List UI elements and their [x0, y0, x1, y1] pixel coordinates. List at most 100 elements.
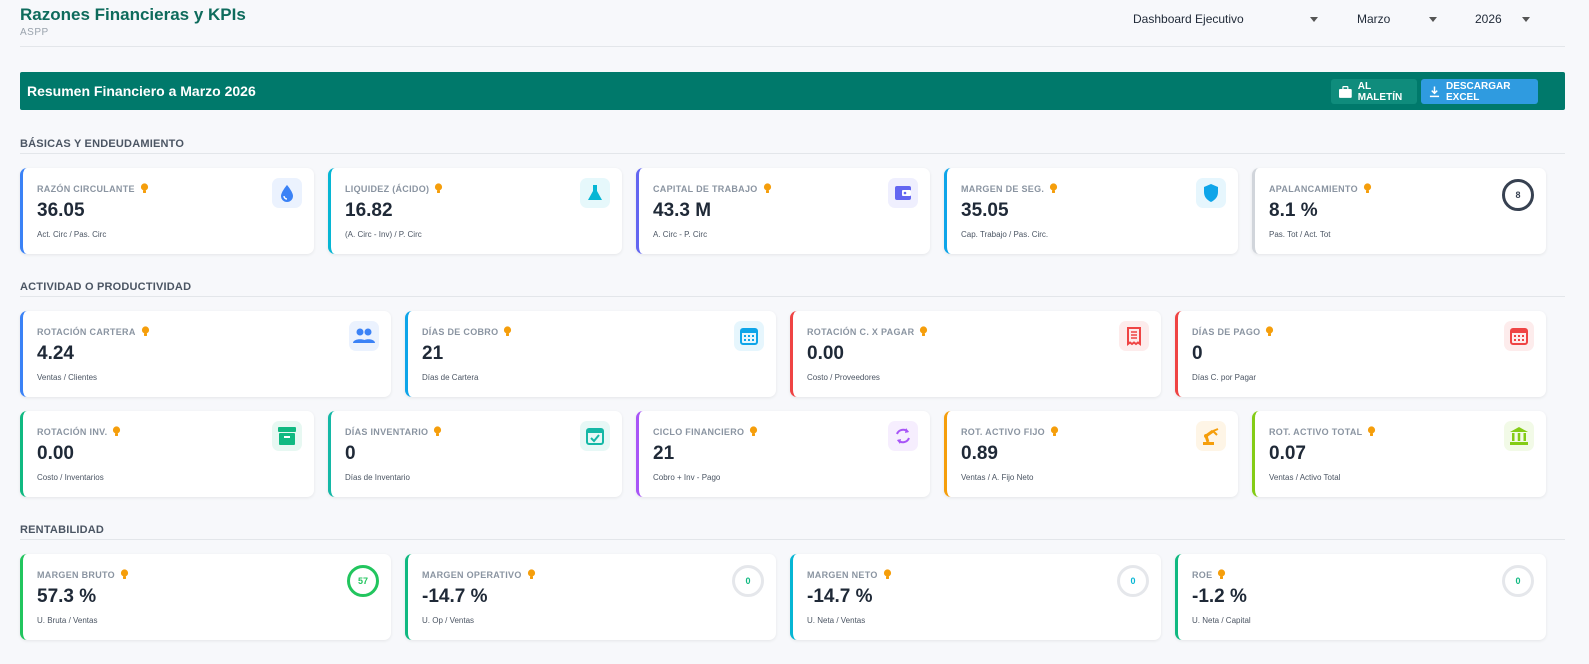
calendar-icon — [1504, 321, 1534, 351]
kpi-value: 35.05 — [961, 200, 1009, 221]
kpi-card[interactable]: DÍAS DE PAGO 0 Días C. por Pagar — [1175, 311, 1546, 397]
kpi-value: -14.7 % — [807, 586, 873, 607]
kpi-card[interactable]: CICLO FINANCIERO 21 Cobro + Inv - Pago — [636, 411, 930, 497]
kpi-label-text: MARGEN DE SEG. — [961, 183, 1045, 194]
sync-icon — [888, 421, 918, 451]
month-select-value: Marzo — [1357, 12, 1391, 26]
kpi-formula: Ventas / Activo Total — [1269, 473, 1341, 482]
kpi-label: ROTACIÓN C. X PAGAR — [807, 326, 928, 337]
kpi-card[interactable]: APALANCAMIENTO 8.1 % Pas. Tot / Act. Tot… — [1252, 168, 1546, 254]
kpi-label: MARGEN DE SEG. — [961, 183, 1058, 194]
progress-ring: 0 — [1117, 565, 1149, 597]
lightbulb-icon[interactable] — [883, 569, 892, 580]
progress-ring-value: 0 — [1515, 576, 1521, 586]
kpi-card[interactable]: MARGEN BRUTO 57.3 % U. Bruta / Ventas 57 — [20, 554, 391, 640]
kpi-label: CICLO FINANCIERO — [653, 426, 758, 437]
month-select[interactable]: Marzo — [1357, 12, 1437, 28]
lightbulb-icon[interactable] — [1050, 426, 1059, 437]
progress-ring-value: 0 — [1130, 576, 1136, 586]
kpi-label-text: CAPITAL DE TRABAJO — [653, 183, 758, 194]
kpi-card[interactable]: DÍAS DE COBRO 21 Días de Cartera — [405, 311, 776, 397]
year-select[interactable]: 2026 — [1475, 12, 1530, 28]
lightbulb-icon[interactable] — [433, 426, 442, 437]
kpi-value: 0.89 — [961, 443, 998, 464]
kpi-label-text: MARGEN OPERATIVO — [422, 569, 522, 580]
kpi-value: 8.1 % — [1269, 200, 1318, 221]
kpi-value: 21 — [422, 343, 444, 364]
kpi-label: RAZÓN CIRCULANTE — [37, 183, 149, 194]
lightbulb-icon[interactable] — [1363, 183, 1372, 194]
progress-ring: 57 — [347, 565, 379, 597]
summary-banner: Resumen Financiero a Marzo 2026 AL MALET… — [20, 72, 1565, 110]
descargar-excel-button[interactable]: DESCARGAR EXCEL — [1421, 79, 1538, 104]
lightbulb-icon[interactable] — [763, 183, 772, 194]
chevron-down-icon — [1310, 17, 1318, 22]
lightbulb-icon[interactable] — [1217, 569, 1226, 580]
kpi-card[interactable]: ROT. ACTIVO FIJO 0.89 Ventas / A. Fijo N… — [944, 411, 1238, 497]
lightbulb-icon[interactable] — [1367, 426, 1376, 437]
kpi-formula: Días de Cartera — [422, 373, 479, 382]
page-header: Razones Financieras y KPIs ASPP Dashboar… — [20, 0, 1565, 47]
kpi-value: 36.05 — [37, 200, 85, 221]
kpi-label-text: DÍAS DE PAGO — [1192, 326, 1261, 337]
kpi-value: 16.82 — [345, 200, 393, 221]
robot-arm-icon — [1196, 421, 1226, 451]
kpi-label-text: ROT. ACTIVO FIJO — [961, 426, 1045, 437]
kpi-label-text: RAZÓN CIRCULANTE — [37, 183, 135, 194]
kpi-card[interactable]: ROE -1.2 % U. Neta / Capital 0 — [1175, 554, 1546, 640]
kpi-label-text: LIQUIDEZ (ÁCIDO) — [345, 183, 430, 194]
dashboard-select-value: Dashboard Ejecutivo — [1133, 12, 1244, 26]
kpi-value: 43.3 M — [653, 200, 712, 221]
kpi-card[interactable]: DÍAS INVENTARIO 0 Días de Inventario — [328, 411, 622, 497]
al-maletin-button[interactable]: AL MALETÍN — [1331, 79, 1417, 104]
section-title-basicas: BÁSICAS Y ENDEUDAMIENTO — [20, 138, 1565, 154]
section-title-rentabilidad: RENTABILIDAD — [20, 524, 1565, 540]
kpi-formula: Ventas / Clientes — [37, 373, 98, 382]
shield-icon — [1196, 178, 1226, 208]
calendar-icon — [734, 321, 764, 351]
kpi-card[interactable]: ROTACIÓN C. X PAGAR 0.00 Costo / Proveed… — [790, 311, 1161, 397]
lightbulb-icon[interactable] — [503, 326, 512, 337]
kpi-label: APALANCAMIENTO — [1269, 183, 1372, 194]
progress-ring: 0 — [1502, 565, 1534, 597]
lightbulb-icon[interactable] — [1265, 326, 1274, 337]
lightbulb-icon[interactable] — [141, 326, 150, 337]
lightbulb-icon[interactable] — [120, 569, 129, 580]
descargar-excel-label: DESCARGAR EXCEL — [1445, 80, 1511, 103]
kpi-label-text: CICLO FINANCIERO — [653, 426, 745, 437]
kpi-card[interactable]: MARGEN NETO -14.7 % U. Neta / Ventas 0 — [790, 554, 1161, 640]
kpi-card[interactable]: CAPITAL DE TRABAJO 43.3 M A. Circ - P. C… — [636, 168, 930, 254]
lightbulb-icon[interactable] — [140, 183, 149, 194]
bank-icon — [1504, 421, 1534, 451]
kpi-card[interactable]: MARGEN OPERATIVO -14.7 % U. Op / Ventas … — [405, 554, 776, 640]
kpi-label: LIQUIDEZ (ÁCIDO) — [345, 183, 443, 194]
kpi-formula: Días de Inventario — [345, 473, 410, 482]
drop-icon — [272, 178, 302, 208]
kpi-formula: U. Neta / Capital — [1192, 616, 1251, 625]
receipt-icon — [1119, 321, 1149, 351]
kpi-formula: U. Op / Ventas — [422, 616, 475, 625]
kpi-label-text: APALANCAMIENTO — [1269, 183, 1358, 194]
kpi-card[interactable]: ROTACIÓN INV. 0.00 Costo / Inventarios — [20, 411, 314, 497]
lightbulb-icon[interactable] — [112, 426, 121, 437]
lightbulb-icon[interactable] — [527, 569, 536, 580]
kpi-label: DÍAS INVENTARIO — [345, 426, 442, 437]
kpi-card[interactable]: MARGEN DE SEG. 35.05 Cap. Trabajo / Pas.… — [944, 168, 1238, 254]
kpi-label-text: DÍAS INVENTARIO — [345, 426, 429, 437]
kpi-label: ROTACIÓN CARTERA — [37, 326, 150, 337]
kpi-label-text: ROTACIÓN CARTERA — [37, 326, 136, 337]
wallet-icon — [888, 178, 918, 208]
kpi-label: MARGEN OPERATIVO — [422, 569, 536, 580]
lightbulb-icon[interactable] — [434, 183, 443, 194]
kpi-label-text: MARGEN NETO — [807, 569, 878, 580]
dashboard-select[interactable]: Dashboard Ejecutivo — [1133, 12, 1318, 28]
kpi-card[interactable]: ROTACIÓN CARTERA 4.24 Ventas / Clientes — [20, 311, 391, 397]
kpi-card[interactable]: ROT. ACTIVO TOTAL 0.07 Ventas / Activo T… — [1252, 411, 1546, 497]
lightbulb-icon[interactable] — [1049, 183, 1058, 194]
flask-icon — [580, 178, 610, 208]
kpi-card[interactable]: LIQUIDEZ (ÁCIDO) 16.82 (A. Circ - Inv) /… — [328, 168, 622, 254]
lightbulb-icon[interactable] — [919, 326, 928, 337]
kpi-formula: Cap. Trabajo / Pas. Circ. — [961, 230, 1049, 239]
lightbulb-icon[interactable] — [749, 426, 758, 437]
kpi-card[interactable]: RAZÓN CIRCULANTE 36.05 Act. Circ / Pas. … — [20, 168, 314, 254]
